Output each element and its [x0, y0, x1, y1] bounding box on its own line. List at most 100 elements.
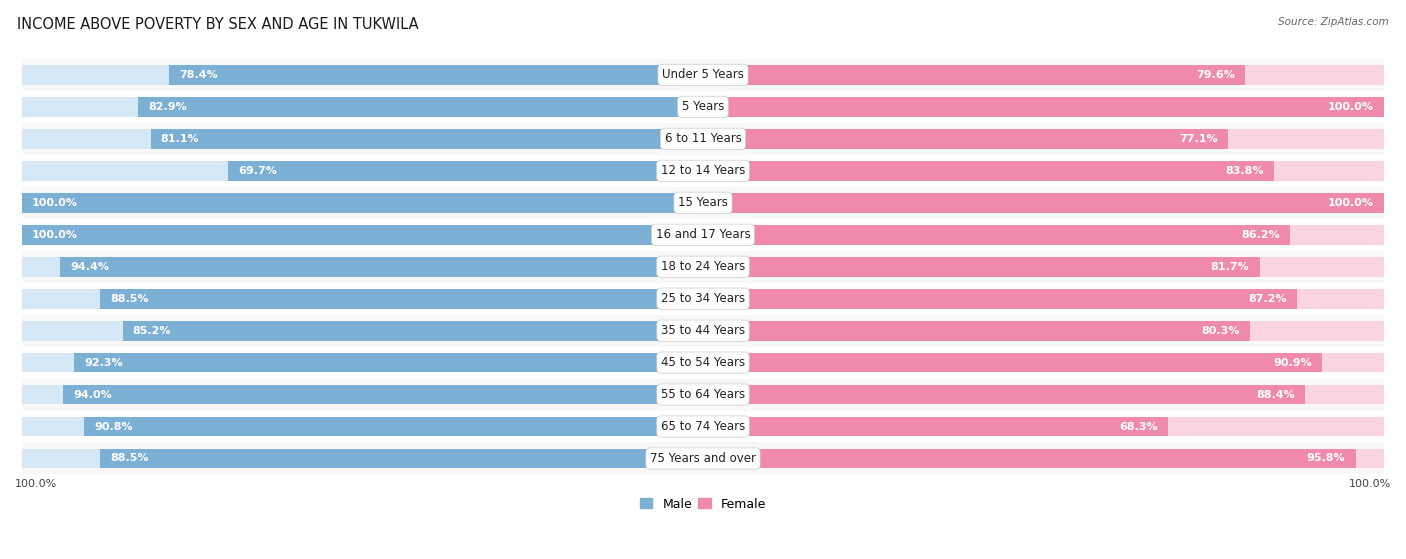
Text: 80.3%: 80.3% — [1201, 326, 1240, 335]
FancyBboxPatch shape — [22, 91, 1384, 123]
Text: 100.0%: 100.0% — [1348, 479, 1391, 489]
Bar — [703, 161, 1274, 181]
FancyBboxPatch shape — [22, 378, 1384, 410]
Bar — [84, 416, 703, 437]
Bar — [703, 353, 1322, 372]
Text: 85.2%: 85.2% — [132, 326, 172, 335]
Text: 65 to 74 Years: 65 to 74 Years — [661, 420, 745, 433]
Text: 100.0%: 100.0% — [32, 230, 77, 240]
Bar — [22, 161, 703, 181]
Bar — [703, 289, 1296, 309]
Bar — [63, 385, 703, 405]
Bar — [22, 65, 703, 85]
Text: 100.0%: 100.0% — [32, 198, 77, 208]
Text: INCOME ABOVE POVERTY BY SEX AND AGE IN TUKWILA: INCOME ABOVE POVERTY BY SEX AND AGE IN T… — [17, 17, 419, 32]
Text: 69.7%: 69.7% — [239, 166, 277, 176]
Text: 78.4%: 78.4% — [179, 70, 218, 80]
Bar — [703, 448, 1384, 468]
FancyBboxPatch shape — [22, 315, 1384, 347]
Bar — [703, 353, 1384, 372]
Text: 94.4%: 94.4% — [70, 262, 110, 272]
FancyBboxPatch shape — [22, 187, 1384, 219]
Bar — [703, 448, 1355, 468]
Text: 82.9%: 82.9% — [149, 102, 187, 112]
Bar — [703, 257, 1384, 277]
FancyBboxPatch shape — [22, 155, 1384, 187]
Text: 100.0%: 100.0% — [1329, 198, 1374, 208]
Text: Source: ZipAtlas.com: Source: ZipAtlas.com — [1278, 17, 1389, 27]
Bar — [703, 97, 1384, 117]
Text: 68.3%: 68.3% — [1119, 421, 1159, 432]
Bar — [703, 385, 1305, 405]
Bar — [22, 321, 703, 340]
Text: 16 and 17 Years: 16 and 17 Years — [655, 228, 751, 241]
Text: 77.1%: 77.1% — [1180, 134, 1218, 144]
FancyBboxPatch shape — [22, 443, 1384, 475]
Bar — [703, 97, 1384, 117]
Text: 81.1%: 81.1% — [160, 134, 200, 144]
Bar — [60, 257, 703, 277]
Bar — [100, 289, 703, 309]
FancyBboxPatch shape — [22, 219, 1384, 250]
Text: 12 to 14 Years: 12 to 14 Years — [661, 164, 745, 177]
Bar — [150, 129, 703, 149]
Text: 88.4%: 88.4% — [1256, 390, 1295, 400]
FancyBboxPatch shape — [22, 59, 1384, 91]
Bar — [22, 385, 703, 405]
FancyBboxPatch shape — [22, 410, 1384, 443]
Text: 25 to 34 Years: 25 to 34 Years — [661, 292, 745, 305]
FancyBboxPatch shape — [22, 123, 1384, 155]
Bar — [703, 416, 1168, 437]
Text: 88.5%: 88.5% — [110, 293, 149, 304]
Bar — [703, 161, 1384, 181]
Text: 100.0%: 100.0% — [15, 479, 58, 489]
Bar — [703, 225, 1384, 245]
Bar — [138, 97, 703, 117]
Bar — [703, 321, 1250, 340]
Text: 35 to 44 Years: 35 to 44 Years — [661, 324, 745, 337]
Text: 75 Years and over: 75 Years and over — [650, 452, 756, 465]
Text: 90.9%: 90.9% — [1274, 358, 1312, 368]
Text: 15 Years: 15 Years — [678, 196, 728, 209]
Text: 55 to 64 Years: 55 to 64 Years — [661, 388, 745, 401]
Text: 86.2%: 86.2% — [1241, 230, 1279, 240]
Bar — [703, 321, 1384, 340]
Bar — [22, 129, 703, 149]
Bar — [169, 65, 703, 85]
Bar — [22, 193, 703, 212]
Text: 81.7%: 81.7% — [1211, 262, 1250, 272]
Text: 18 to 24 Years: 18 to 24 Years — [661, 260, 745, 273]
Bar — [703, 225, 1291, 245]
Bar — [100, 448, 703, 468]
Bar — [703, 65, 1384, 85]
Bar — [703, 385, 1384, 405]
Bar — [22, 289, 703, 309]
FancyBboxPatch shape — [22, 347, 1384, 378]
Text: 79.6%: 79.6% — [1197, 70, 1234, 80]
Text: 90.8%: 90.8% — [94, 421, 134, 432]
Text: 94.0%: 94.0% — [73, 390, 111, 400]
Bar — [703, 129, 1229, 149]
Bar — [703, 257, 1260, 277]
Bar — [703, 129, 1384, 149]
Bar — [122, 321, 703, 340]
Text: 95.8%: 95.8% — [1306, 453, 1346, 463]
Bar — [22, 225, 703, 245]
Bar — [703, 193, 1384, 212]
Bar — [22, 257, 703, 277]
Text: 87.2%: 87.2% — [1249, 293, 1286, 304]
Bar — [22, 416, 703, 437]
Text: 83.8%: 83.8% — [1225, 166, 1264, 176]
Bar — [22, 193, 703, 212]
Legend: Male, Female: Male, Female — [636, 492, 770, 515]
FancyBboxPatch shape — [22, 250, 1384, 283]
Bar — [22, 97, 703, 117]
Bar — [75, 353, 703, 372]
FancyBboxPatch shape — [22, 283, 1384, 315]
Bar — [703, 289, 1384, 309]
Bar — [703, 65, 1246, 85]
Text: 45 to 54 Years: 45 to 54 Years — [661, 356, 745, 369]
Text: 5 Years: 5 Years — [682, 101, 724, 113]
Bar — [22, 448, 703, 468]
Text: 6 to 11 Years: 6 to 11 Years — [665, 132, 741, 145]
